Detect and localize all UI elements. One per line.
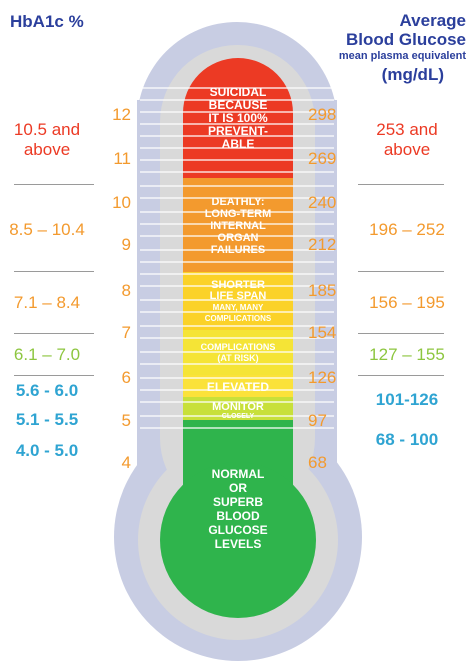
zone-label-line: BLOOD [216,509,260,523]
hba1c-tick-label: 11 [113,149,131,168]
range-text-line: 127 – 155 [369,345,445,364]
range-text-line: 156 – 195 [369,293,445,312]
zone-label-line: (AT RISK) [217,353,258,363]
zone-fill [183,178,293,272]
zone-label-line: PREVENT- [208,124,268,138]
range-separator [358,271,444,272]
zone-label-line: ELEVATED [207,380,270,394]
range-text-line: 6.1 – 7.0 [13,345,81,364]
hba1c-tick-label: 4 [122,453,131,472]
glucose-tick-label: 185 [308,281,336,300]
glucose-tick-label: 212 [308,235,336,254]
glucose-range-label: 156 – 195 [346,293,468,313]
zone-label-line: COMPLICATIONS [205,314,272,323]
zone-fill [183,375,293,397]
range-text-line: 101-126 [375,390,439,409]
zone-label-line: BECAUSE [209,98,268,112]
hba1c-range-label: 6.1 – 7.0 [0,345,94,365]
hba1c-tick-label: 5 [122,411,131,430]
range-text-line: 8.5 – 10.4 [9,220,85,239]
glucose-tick-label: 298 [308,105,336,124]
zone-fill [183,272,293,330]
zone-label-line: MONITOR [212,401,264,413]
glucose-unit: (mg/dL) [381,65,444,84]
zone-label-line: ORGAN [218,232,259,244]
range-text-line: 4.0 - 5.0 [15,441,79,460]
glucose-tick-label: 269 [308,149,336,168]
zone-label-line: IT IS 100% [208,111,268,125]
range-text-line: 5.1 - 5.5 [15,410,79,429]
range-text-line: above [23,140,71,159]
range-text-line: 7.1 – 8.4 [13,293,81,312]
range-separator [14,184,94,185]
glucose-range-label: 101-126 [346,390,468,410]
glucose-tick-label: 154 [308,323,336,342]
zone-label-line: SUPERB [213,495,263,509]
range-text-line: 68 - 100 [375,430,439,449]
hba1c-header: HbA1c % [10,12,84,31]
zone-fill [183,397,293,420]
bulb-fill [160,462,316,618]
range-text-line: above [383,140,431,159]
hba1c-range-label: 4.0 - 5.0 [0,441,94,461]
glucose-range-label: 196 – 252 [346,220,468,240]
range-text-line: 253 and [376,120,438,139]
hba1c-tick-label: 9 [122,235,131,254]
range-separator [358,184,444,185]
hba1c-tick-label: 10 [112,193,131,212]
zone-label-line: GLUCOSE [208,523,267,537]
zone-label-line: LIFE SPAN [210,290,267,302]
hba1c-range-label: 7.1 – 8.4 [0,293,94,313]
hba1c-range-label: 8.5 – 10.4 [0,220,94,240]
hba1c-tick-label: 7 [122,323,131,342]
zone-label-line: NORMAL [212,467,265,481]
hba1c-tick-label: 6 [122,368,131,387]
range-separator [14,333,94,334]
glucose-tick-label: 126 [308,368,336,387]
glucose-header-line2: Blood Glucose [346,30,466,49]
hba1c-range-label: 10.5 and above [0,120,94,160]
range-text-line: 196 – 252 [369,220,445,239]
zone-label-line: DEATHLY: [212,196,265,208]
zone-label-line: LONG-TERM [205,208,272,220]
hba1c-range-label: 5.1 - 5.5 [0,410,94,430]
zone-label-line: COMPLICATIONS [201,342,276,352]
glucose-range-label: 127 – 155 [346,345,468,365]
zone-label-line: LEVELS [215,537,262,551]
glucose-header-line1: Average [399,11,466,30]
range-text-line: 5.6 - 6.0 [15,381,79,400]
zone-label-line: INTERNAL [210,220,266,232]
glucose-tick-label: 97 [308,411,327,430]
hba1c-tick-label: 12 [112,105,131,124]
zone-label-line: MANY, MANY [213,303,264,312]
zone-label-line: SHORTER [211,279,265,291]
zone-label-line: OR [229,481,247,495]
range-separator [14,375,94,376]
hba1c-range-label: 5.6 - 6.0 [0,381,94,401]
range-separator [14,271,94,272]
glucose-range-label: 68 - 100 [346,430,468,450]
range-separator [358,333,444,334]
glucose-subtitle: mean plasma equivalent [338,50,466,62]
zone-label-line: ABLE [222,137,255,151]
glucose-tick-label: 68 [308,453,327,472]
glucose-tick-label: 240 [308,193,336,212]
range-separator [358,375,444,376]
hba1c-tick-label: 8 [122,281,131,300]
zone-label-line: SUICIDAL [210,85,267,99]
glucose-range-label: 253 and above [346,120,468,160]
range-text-line: 10.5 and [13,120,81,139]
